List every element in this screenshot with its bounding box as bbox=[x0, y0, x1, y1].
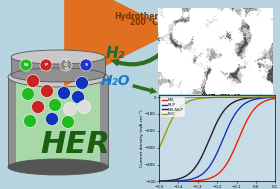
Circle shape bbox=[31, 101, 45, 114]
Text: K
O
H: K O H bbox=[64, 59, 68, 71]
Line: NiS-Ni₂P: NiS-Ni₂P bbox=[149, 97, 279, 181]
Text: 200 °C: 200 °C bbox=[130, 18, 158, 27]
Circle shape bbox=[48, 98, 62, 112]
Ellipse shape bbox=[8, 159, 108, 175]
Ellipse shape bbox=[11, 68, 105, 82]
Y-axis label: Current density (mA cm⁻²): Current density (mA cm⁻²) bbox=[140, 110, 144, 167]
NiS-Ni₂P bbox=[277, 96, 280, 98]
NiS bbox=[277, 97, 280, 99]
Circle shape bbox=[45, 112, 59, 125]
NiS bbox=[245, 119, 249, 121]
Pt/C bbox=[224, 96, 228, 98]
Ni₂P bbox=[234, 112, 238, 114]
Ni₂P bbox=[245, 101, 249, 103]
Circle shape bbox=[71, 91, 85, 104]
NiS-Ni₂P bbox=[148, 180, 151, 183]
Line: NiS: NiS bbox=[149, 98, 279, 181]
Circle shape bbox=[40, 59, 52, 71]
NiS bbox=[148, 180, 151, 183]
NiS bbox=[181, 180, 185, 182]
Ellipse shape bbox=[8, 67, 108, 87]
NiS bbox=[171, 180, 174, 183]
Ni₂P bbox=[206, 167, 210, 170]
Text: H₂: H₂ bbox=[105, 46, 125, 61]
Pt/C bbox=[148, 165, 151, 168]
Circle shape bbox=[64, 102, 76, 115]
Pt/C bbox=[245, 96, 249, 98]
Ellipse shape bbox=[11, 50, 105, 64]
Ni₂P bbox=[181, 179, 185, 182]
Line: Ni₂P: Ni₂P bbox=[149, 97, 279, 181]
Circle shape bbox=[24, 115, 36, 128]
NiS-Ni₂P bbox=[224, 107, 228, 110]
Text: Hydrothermal: Hydrothermal bbox=[114, 12, 174, 21]
Pt/C bbox=[181, 104, 185, 106]
NiS-Ni₂P bbox=[181, 176, 185, 179]
FancyArrowPatch shape bbox=[111, 42, 172, 67]
Circle shape bbox=[60, 59, 72, 71]
Circle shape bbox=[57, 87, 71, 99]
NiS-Ni₂P bbox=[234, 100, 238, 102]
Text: HER: HER bbox=[40, 130, 110, 159]
Ni₂P bbox=[171, 180, 174, 182]
Ni₂P bbox=[148, 180, 151, 183]
Legend: NiS, Ni₂P, NiS-Ni₂P, Pt/C: NiS, Ni₂P, NiS-Ni₂P, Pt/C bbox=[161, 97, 185, 117]
Text: P: P bbox=[45, 63, 48, 67]
Circle shape bbox=[22, 88, 34, 101]
NiS bbox=[206, 178, 210, 180]
Text: NiS-Ni$_2$P: NiS-Ni$_2$P bbox=[200, 90, 242, 102]
Polygon shape bbox=[16, 79, 100, 163]
Circle shape bbox=[80, 59, 92, 71]
NiS bbox=[224, 164, 228, 166]
Circle shape bbox=[27, 74, 39, 88]
Circle shape bbox=[20, 59, 32, 71]
Text: Ni: Ni bbox=[24, 63, 29, 67]
Ni₂P bbox=[224, 131, 228, 134]
NiS bbox=[234, 144, 238, 146]
Pt/C bbox=[277, 96, 280, 98]
Circle shape bbox=[62, 115, 74, 129]
NiS-Ni₂P bbox=[171, 179, 174, 181]
Line: Pt/C: Pt/C bbox=[149, 97, 279, 167]
Circle shape bbox=[76, 77, 88, 90]
Pt/C bbox=[171, 118, 174, 120]
Polygon shape bbox=[11, 57, 105, 75]
NiS-Ni₂P bbox=[206, 141, 210, 144]
Ellipse shape bbox=[16, 71, 100, 87]
Ni₂P bbox=[277, 96, 280, 98]
FancyArrowPatch shape bbox=[132, 84, 157, 94]
Pt/C bbox=[206, 97, 210, 99]
Polygon shape bbox=[8, 77, 108, 167]
Pt/C bbox=[234, 96, 238, 98]
Text: H₂O: H₂O bbox=[100, 74, 130, 88]
Text: S: S bbox=[84, 63, 88, 67]
NiS-Ni₂P bbox=[245, 97, 249, 99]
Circle shape bbox=[41, 84, 53, 98]
Circle shape bbox=[78, 101, 90, 114]
